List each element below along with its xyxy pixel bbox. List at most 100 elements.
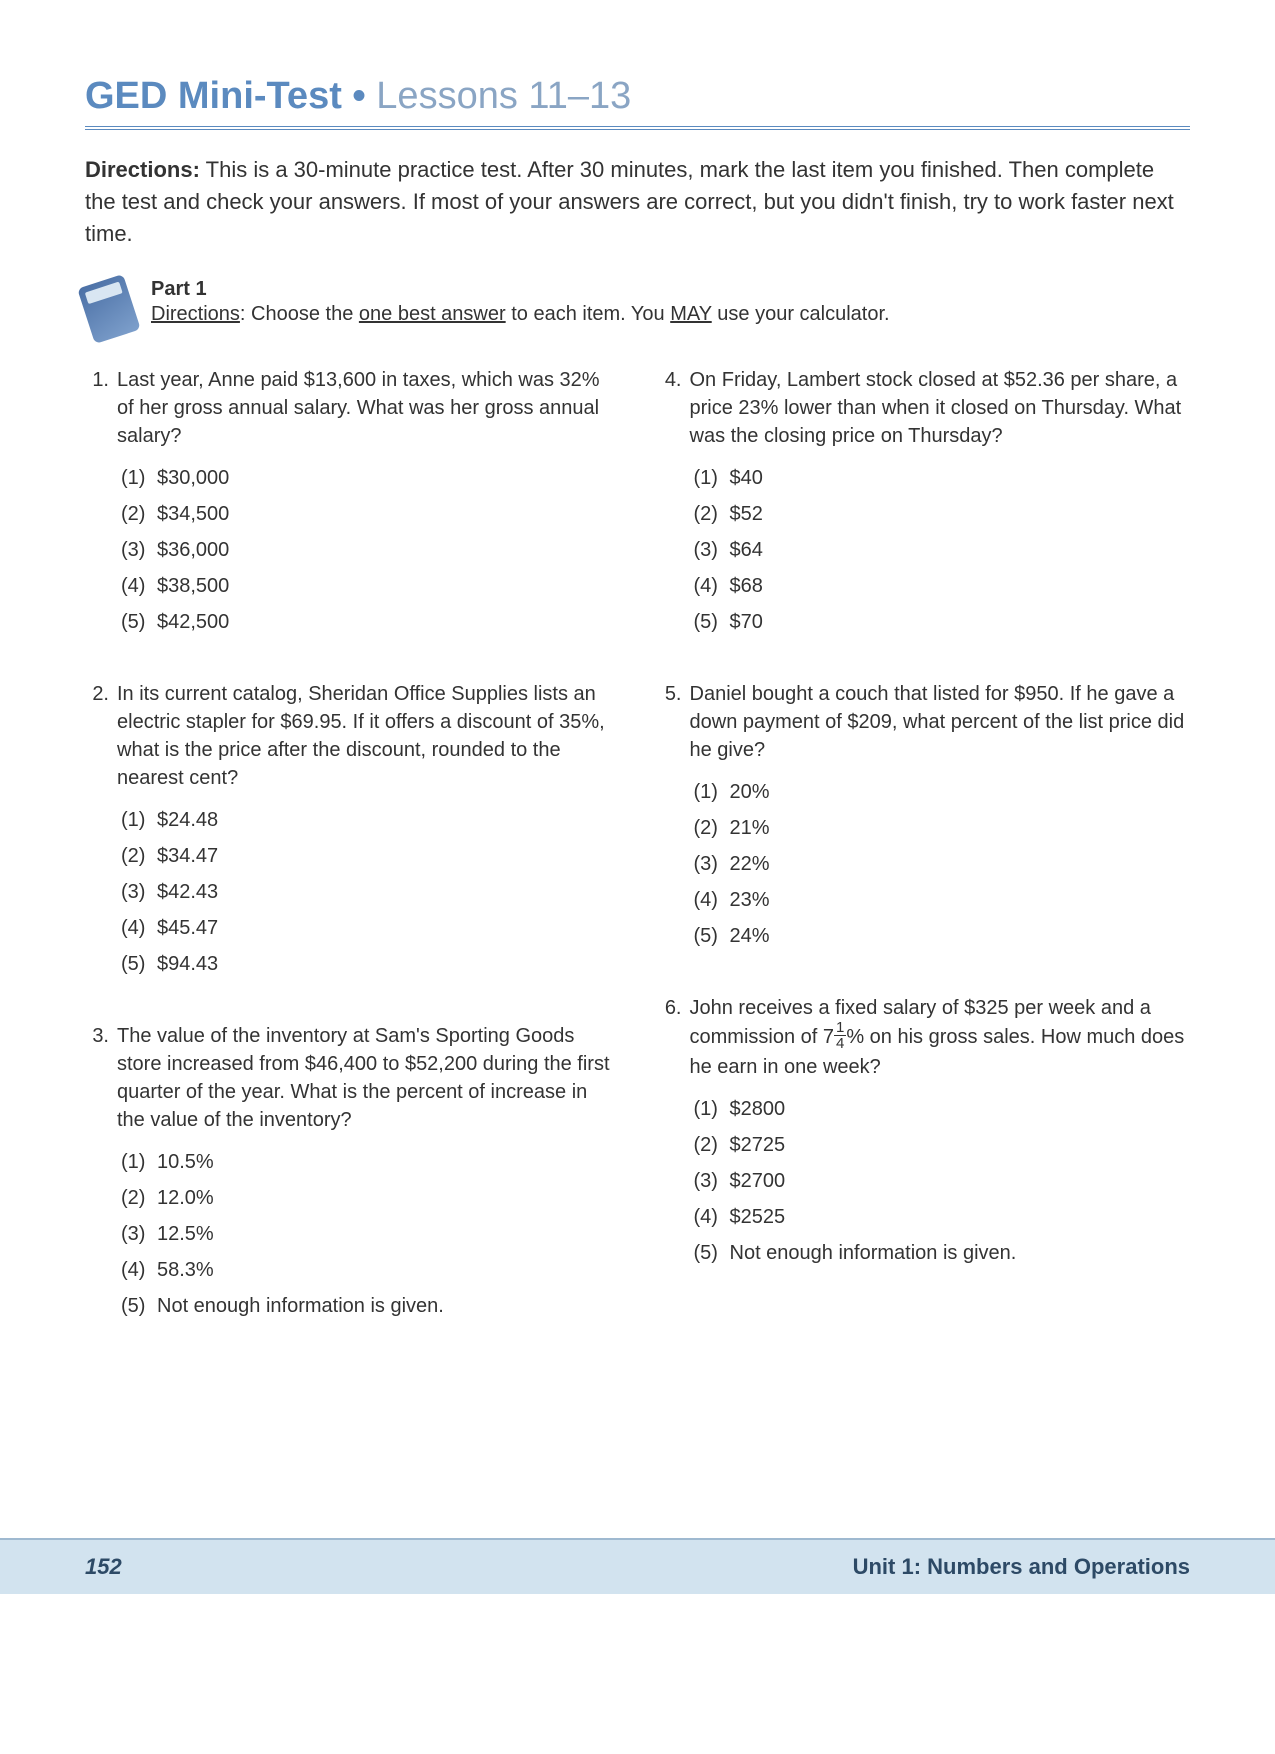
part-header: Part 1 Directions: Choose the one best a…	[85, 278, 1190, 338]
page-title: GED Mini-Test • Lessons 11–13	[85, 75, 1190, 118]
choice-number: (3)	[121, 536, 149, 564]
choice-item: (5) $94.43	[121, 950, 618, 978]
choice-item: (1)$30,000	[121, 464, 618, 492]
question-number: 6.	[658, 994, 682, 1275]
choice-item: (3) $42.43	[121, 878, 618, 906]
choice-number: (4)	[121, 572, 149, 600]
choice-text: $42,500	[157, 608, 229, 636]
choice-text: $70	[730, 608, 763, 636]
choice-number: (5)	[694, 922, 722, 950]
choice-text: $45.47	[157, 914, 218, 942]
choice-number: (2)	[121, 500, 149, 528]
choice-text: $42.43	[157, 878, 218, 906]
part-dir-u1: one best answer	[359, 303, 506, 325]
choice-item: (4)$38,500	[121, 572, 618, 600]
column-right: 4.On Friday, Lambert stock closed at $52…	[658, 366, 1191, 1364]
choice-item: (2) $34,500	[121, 500, 618, 528]
directions-block: Directions: This is a 30-minute practice…	[85, 154, 1190, 250]
choice-item: (3) $36,000	[121, 536, 618, 564]
choice-text: $68	[730, 572, 763, 600]
part-directions: Directions: Choose the one best answer t…	[151, 303, 890, 325]
choice-item: (5) $70	[694, 608, 1191, 636]
part-dir-mid2: to each item. You	[506, 303, 671, 325]
question: 3.The value of the inventory at Sam's Sp…	[85, 1022, 618, 1328]
question-number: 2.	[85, 680, 109, 986]
choice-number: (4)	[694, 886, 722, 914]
choice-number: (1)	[694, 464, 722, 492]
choice-number: (3)	[121, 1220, 149, 1248]
choice-text: 20%	[730, 778, 770, 806]
question-stem: John receives a fixed salary of $325 per…	[690, 994, 1191, 1081]
question-number: 5.	[658, 680, 682, 958]
choice-number: (5)	[694, 1239, 722, 1267]
question-number: 1.	[85, 366, 109, 644]
choice-text: $34.47	[157, 842, 218, 870]
choice-text: 58.3%	[157, 1256, 214, 1284]
header-rule	[85, 126, 1190, 130]
choice-list: (1)10.5%(2)12.0%(3)12.5%(4)58.3%(5)Not e…	[117, 1148, 618, 1320]
question-body: On Friday, Lambert stock closed at $52.3…	[690, 366, 1191, 644]
title-bullet: •	[352, 75, 365, 117]
question: 1.Last year, Anne paid $13,600 in taxes,…	[85, 366, 618, 644]
choice-item: (5)Not enough information is given.	[694, 1239, 1191, 1267]
part-dir-u2: MAY	[670, 303, 712, 325]
choice-number: (4)	[694, 572, 722, 600]
question: 2.In its current catalog, Sheridan Offic…	[85, 680, 618, 986]
choice-item: (4) 23%	[694, 886, 1191, 914]
choice-text: 23%	[730, 886, 770, 914]
choice-item: (5)24%	[694, 922, 1191, 950]
choice-text: $94.43	[157, 950, 218, 978]
choice-number: (5)	[121, 950, 149, 978]
question: 4.On Friday, Lambert stock closed at $52…	[658, 366, 1191, 644]
choice-text: $64	[730, 536, 763, 564]
choice-number: (2)	[694, 1131, 722, 1159]
choice-text: $2700	[730, 1167, 786, 1195]
question-body: The value of the inventory at Sam's Spor…	[117, 1022, 618, 1328]
choice-number: (2)	[121, 1184, 149, 1212]
choice-text: $2800	[730, 1095, 786, 1123]
choice-list: (1)$2800(2)$2725(3)$2700(4)$2525(5)Not e…	[690, 1095, 1191, 1267]
choice-item: (2)12.0%	[121, 1184, 618, 1212]
question-stem: Daniel bought a couch that listed for $9…	[690, 680, 1191, 764]
choice-list: (1)$30,000 (2) $34,500 (3) $36,000 (4)$38,500…	[117, 464, 618, 636]
directions-lead: Directions:	[85, 157, 200, 182]
choice-text: $36,000	[157, 536, 229, 564]
choice-item: (3) 12.5%	[121, 1220, 618, 1248]
choice-number: (1)	[694, 1095, 722, 1123]
question-stem: Last year, Anne paid $13,600 in taxes, w…	[117, 366, 618, 450]
choice-number: (3)	[694, 536, 722, 564]
choice-item: (2)$52	[694, 500, 1191, 528]
part-dir-lead: Directions	[151, 303, 240, 325]
choice-item: (1) $2800	[694, 1095, 1191, 1123]
choice-number: (2)	[694, 814, 722, 842]
title-strong: GED Mini-Test	[85, 75, 342, 117]
choice-list: (1)$40 (2)$52 (3) $64 (4) $68 (5) $70	[690, 464, 1191, 636]
choice-item: (1)$24.48	[121, 806, 618, 834]
choice-text: $34,500	[157, 500, 229, 528]
choice-text: $52	[730, 500, 763, 528]
question-number: 4.	[658, 366, 682, 644]
title-subtitle: Lessons 11–13	[376, 75, 631, 117]
question-number: 3.	[85, 1022, 109, 1328]
choice-number: (3)	[121, 878, 149, 906]
choice-number: (1)	[121, 1148, 149, 1176]
question-body: John receives a fixed salary of $325 per…	[690, 994, 1191, 1275]
choice-number: (5)	[121, 1292, 149, 1320]
part-label: Part 1	[151, 278, 890, 301]
choice-item: (1)20%	[694, 778, 1191, 806]
choice-item: (3)22%	[694, 850, 1191, 878]
choice-number: (3)	[694, 850, 722, 878]
choice-text: 12.5%	[157, 1220, 214, 1248]
choice-item: (5)$42,500	[121, 608, 618, 636]
question-stem: In its current catalog, Sheridan Office …	[117, 680, 618, 792]
choice-number: (5)	[694, 608, 722, 636]
footer-bar: 152 Unit 1: Numbers and Operations	[0, 1538, 1275, 1594]
choice-item: (2)$2725	[694, 1131, 1191, 1159]
choice-item: (4) $45.47	[121, 914, 618, 942]
choice-item: (2) $34.47	[121, 842, 618, 870]
choice-item: (1)$40	[694, 464, 1191, 492]
choice-number: (4)	[121, 914, 149, 942]
choice-number: (2)	[121, 842, 149, 870]
question-columns: 1.Last year, Anne paid $13,600 in taxes,…	[85, 366, 1190, 1364]
question: 6.John receives a fixed salary of $325 p…	[658, 994, 1191, 1275]
